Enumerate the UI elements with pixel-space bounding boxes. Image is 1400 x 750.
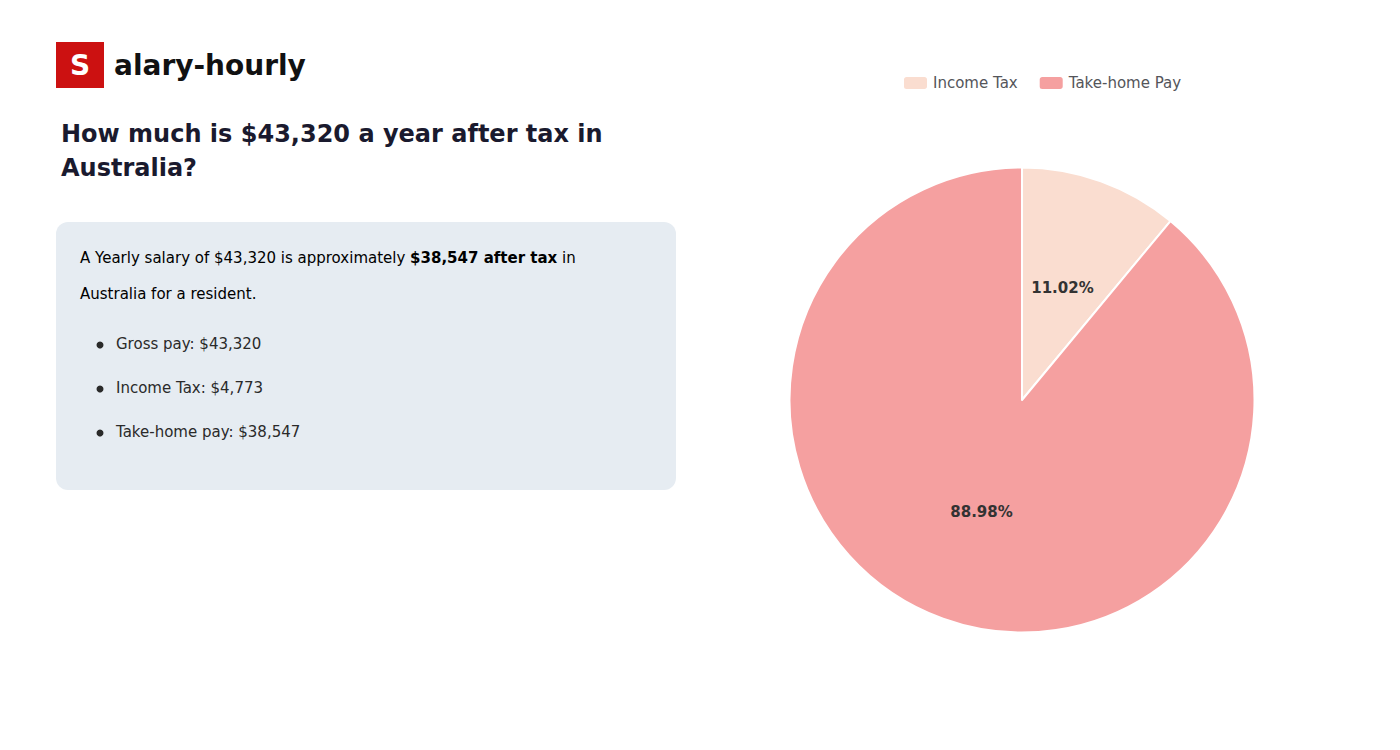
- svg-text:11.02%: 11.02%: [1031, 279, 1093, 297]
- svg-text:$38,547 after tax: $38,547 after tax: [410, 249, 557, 267]
- svg-text:Gross pay: $43,320: Gross pay: $43,320: [116, 335, 261, 353]
- svg-text:88.98%: 88.98%: [950, 503, 1012, 521]
- svg-text:S: S: [70, 49, 90, 82]
- svg-text:Australia?: Australia?: [61, 154, 197, 182]
- svg-text:Take-home Pay: Take-home Pay: [1068, 74, 1182, 92]
- svg-text:A Yearly salary of $43,320 is: A Yearly salary of $43,320 is approximat…: [80, 249, 410, 267]
- svg-text:Take-home pay: $38,547: Take-home pay: $38,547: [115, 423, 300, 441]
- svg-text:Australia for a resident.: Australia for a resident.: [80, 285, 256, 303]
- svg-text:Income Tax: Income Tax: [933, 74, 1018, 92]
- svg-text:alary-hourly: alary-hourly: [114, 49, 306, 82]
- svg-text:Income Tax: $4,773: Income Tax: $4,773: [116, 379, 263, 397]
- svg-text:in: in: [557, 249, 575, 267]
- svg-text:How much is $43,320 a year aft: How much is $43,320 a year after tax in: [61, 120, 603, 148]
